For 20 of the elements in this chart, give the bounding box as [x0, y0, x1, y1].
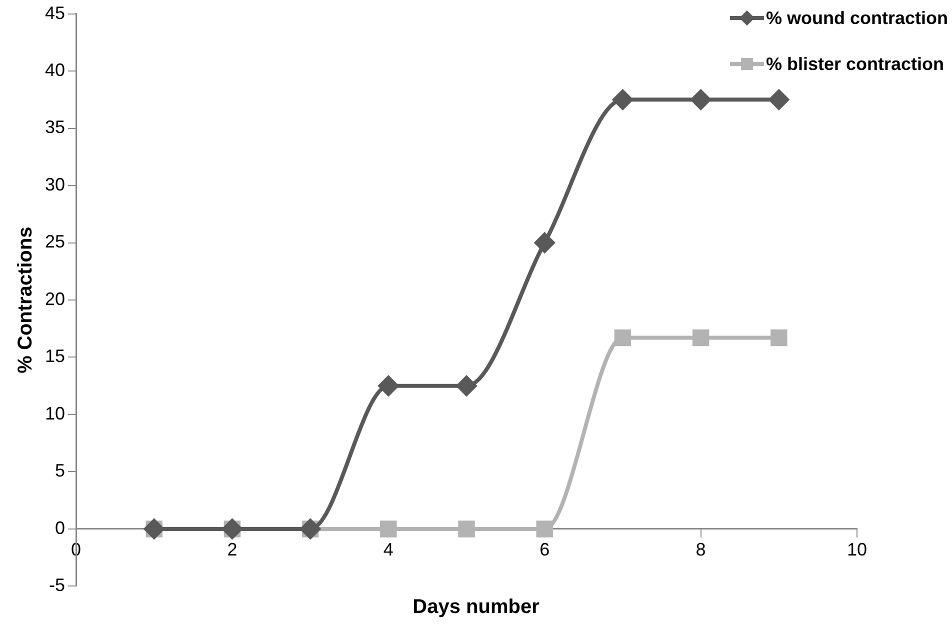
x-axis-title: Days number: [412, 596, 540, 619]
y-tick-label: 0: [55, 518, 66, 538]
x-tick-label: 8: [696, 540, 706, 560]
y-tick-label: 20: [44, 288, 66, 309]
x-tick-label: 4: [383, 540, 394, 560]
x-tick-label: 2: [227, 540, 238, 560]
x-tick-label: 10: [846, 540, 868, 560]
legend-label: % blister contraction: [766, 54, 944, 74]
y-tick-label: -5: [49, 575, 66, 596]
y-tick-label: 40: [44, 60, 66, 80]
legend-label: % wound contraction: [766, 8, 948, 28]
y-tick-label: 5: [55, 460, 66, 481]
x-tick-label: 6: [540, 540, 550, 560]
y-tick-label: 10: [44, 403, 66, 424]
y-tick-label: 30: [44, 174, 66, 194]
y-tick-label: 35: [44, 117, 66, 138]
y-axis-title: % Contractions: [14, 226, 37, 374]
y-tick-label: 45: [44, 2, 66, 23]
y-tick-label: 15: [44, 346, 66, 366]
y-tick-label: 25: [44, 232, 66, 252]
